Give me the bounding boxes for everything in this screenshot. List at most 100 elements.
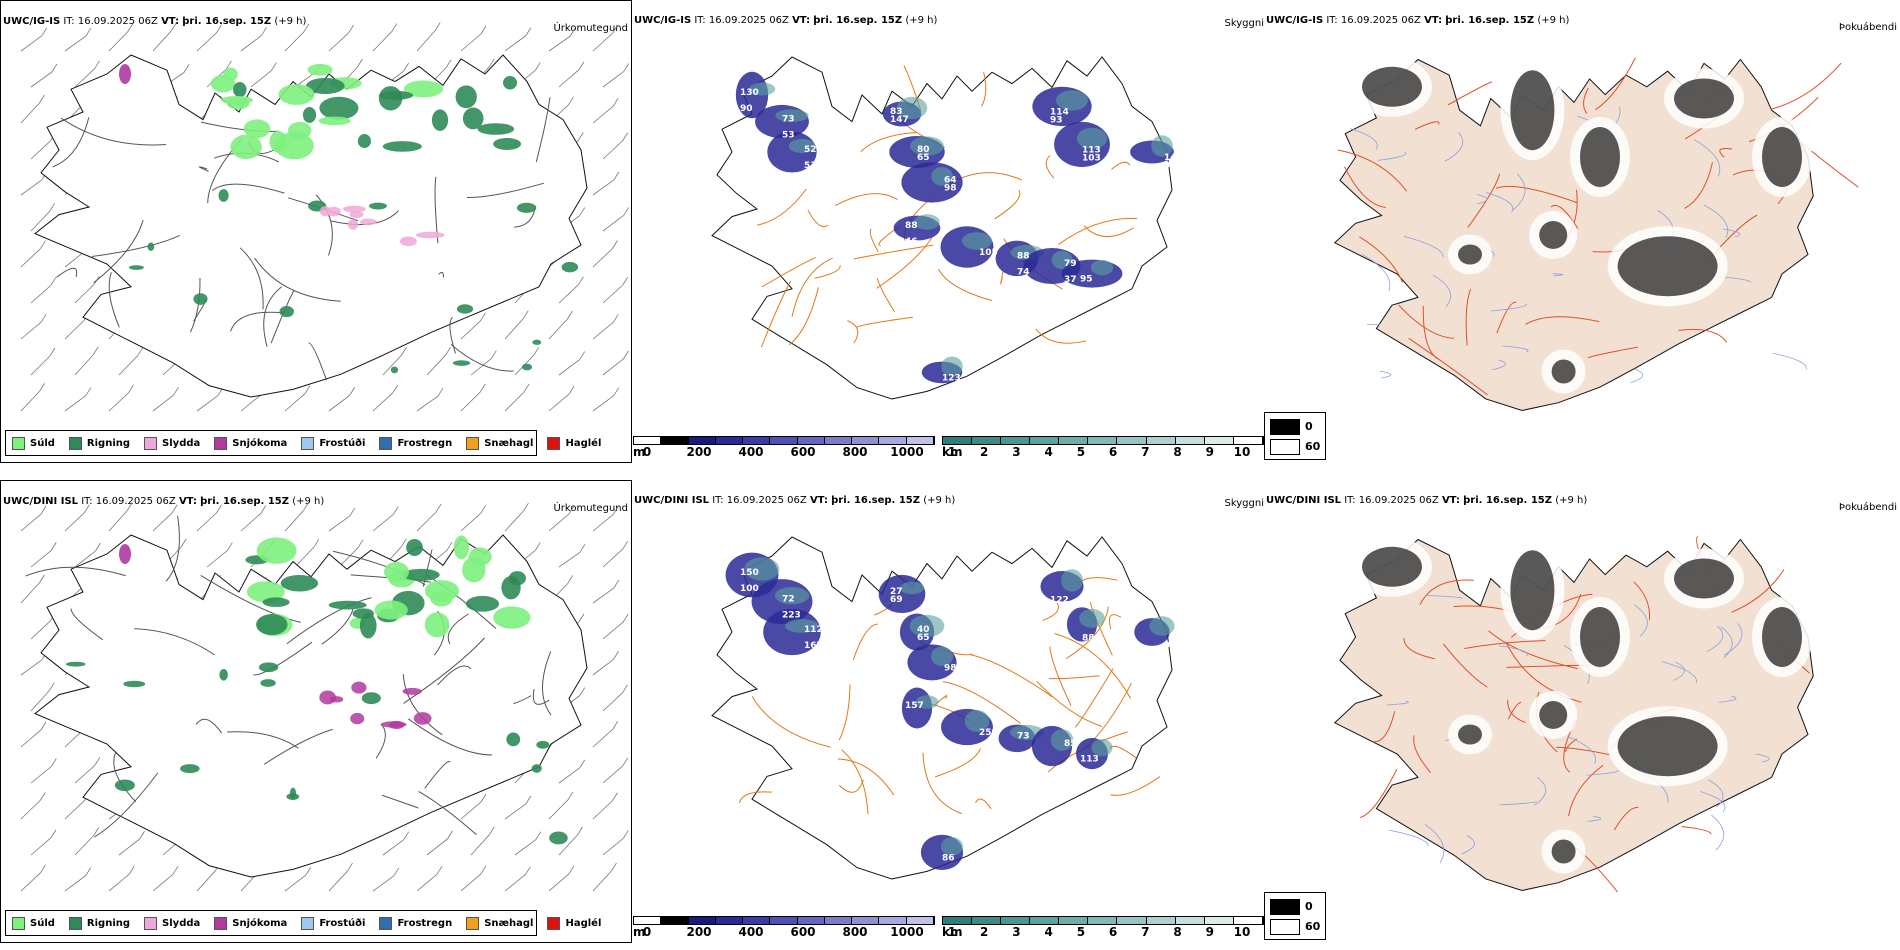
wind-barb-flag xyxy=(170,22,177,32)
wind-barb xyxy=(64,800,85,820)
river-line xyxy=(1630,368,1644,383)
wind-barb xyxy=(592,514,614,532)
precip-area xyxy=(307,63,333,76)
road-line xyxy=(1464,640,1546,650)
river-line xyxy=(1361,254,1391,292)
colorbar-tick: 4 xyxy=(1044,445,1053,459)
forecast-offset: (+9 h) xyxy=(923,495,956,506)
colorbar-segment xyxy=(1059,917,1089,924)
road-line xyxy=(1344,166,1387,209)
road-line xyxy=(195,718,223,734)
fog-legend-bottom: 0 60 xyxy=(1264,892,1326,940)
colorbar-tick: 6 xyxy=(1108,925,1118,939)
wind-barb xyxy=(470,358,492,376)
wind-barb-flag xyxy=(172,865,179,875)
visibility-area xyxy=(744,557,780,581)
wind-barb-flag xyxy=(393,867,400,877)
wind-barb xyxy=(416,511,437,532)
wind-barb-flag xyxy=(349,507,356,517)
cloud-base-label: 113 xyxy=(1082,145,1101,155)
wind-barb-flag xyxy=(50,829,57,838)
legend-label: Rigning xyxy=(86,437,131,449)
road-line xyxy=(1770,62,1842,110)
legend-item: Slydda xyxy=(144,916,200,930)
road-line xyxy=(975,798,992,810)
wind-barb xyxy=(74,283,95,304)
cloud-base-label: 123 xyxy=(942,373,961,383)
road-line xyxy=(254,257,341,302)
road-line xyxy=(1681,825,1712,835)
road-line xyxy=(1074,668,1114,728)
legend-label: Snæhagl xyxy=(484,437,534,449)
colorbar-tick: 400 xyxy=(738,445,764,459)
wind-barb xyxy=(592,322,614,340)
wind-barb xyxy=(20,729,42,748)
colorbar-tick: 1000 xyxy=(890,925,924,939)
wind-barb xyxy=(548,513,570,532)
river-line xyxy=(1486,192,1514,213)
wind-barb-flag xyxy=(403,62,409,72)
fog-dense-area xyxy=(1539,221,1568,249)
wind-barb-flag xyxy=(522,310,529,319)
wind-barb-flag xyxy=(622,540,629,550)
colorbar-segment xyxy=(943,917,973,924)
colorbar-segment xyxy=(1030,917,1060,924)
precip-area xyxy=(180,764,200,774)
fog-dense-area xyxy=(1551,359,1576,384)
precip-map-bottom xyxy=(20,502,629,892)
road-line xyxy=(838,779,864,793)
wind-barb-flag xyxy=(534,62,541,71)
road-line xyxy=(1083,225,1134,238)
precip-area xyxy=(549,831,568,845)
precip-area xyxy=(218,189,229,202)
precip-area xyxy=(123,680,146,688)
vt-label: VT: xyxy=(809,495,828,506)
wind-barb-flag xyxy=(480,505,487,514)
river-line xyxy=(1512,173,1526,211)
forecast-offset: (+9 h) xyxy=(1555,495,1588,506)
wind-barb xyxy=(592,105,614,124)
wind-barb-flag xyxy=(216,24,222,34)
snow-area xyxy=(119,64,131,84)
legend-item: Rigning xyxy=(68,916,130,930)
colorbar-tick: 8 xyxy=(1173,445,1182,459)
road-line xyxy=(1633,581,1651,621)
precip-area xyxy=(379,90,414,100)
wind-barb xyxy=(372,875,395,892)
wind-barb-flag xyxy=(126,502,133,511)
legend-label: Frostúði xyxy=(319,437,366,449)
wind-barb-flag xyxy=(525,795,532,805)
road-line xyxy=(286,597,372,645)
cloud-header-bottom: UWC/DINI ISL IT: 16.09.2025 06Z VT: þri.… xyxy=(634,495,955,506)
road-line xyxy=(1000,271,1004,285)
road-line xyxy=(1556,746,1612,756)
road-line xyxy=(402,674,443,736)
visibility-area xyxy=(1061,569,1083,592)
road-line xyxy=(211,183,285,194)
wind-barb xyxy=(514,839,536,856)
legend-item: Slydda xyxy=(144,436,200,450)
snow-area xyxy=(119,544,131,564)
visibility-area xyxy=(896,96,928,120)
colorbar-segment xyxy=(1001,437,1031,444)
cloud-base-label: 65 xyxy=(917,633,930,643)
precip-area xyxy=(361,692,381,705)
road-line xyxy=(847,320,859,344)
it-value: 16.09.2025 06Z xyxy=(1340,15,1421,26)
fog-panel-top: UWC/IG-IS IT: 16.09.2025 06Z VT: þri. 16… xyxy=(1264,0,1900,463)
colorbar-segment xyxy=(1175,437,1205,444)
road-line xyxy=(424,760,451,789)
precip-area xyxy=(506,732,521,747)
road-line xyxy=(1359,236,1404,283)
fog-swatch-white xyxy=(1270,439,1300,455)
precip-area xyxy=(493,138,522,150)
visibility-area xyxy=(748,82,776,96)
road-line xyxy=(1568,764,1604,817)
road-line xyxy=(438,271,445,278)
wind-barb xyxy=(118,838,140,856)
wind-barb xyxy=(20,248,41,268)
legend-item: Frostúði xyxy=(301,436,366,450)
cloud-base-label: 103 xyxy=(1082,153,1101,163)
wind-barb xyxy=(30,766,52,784)
